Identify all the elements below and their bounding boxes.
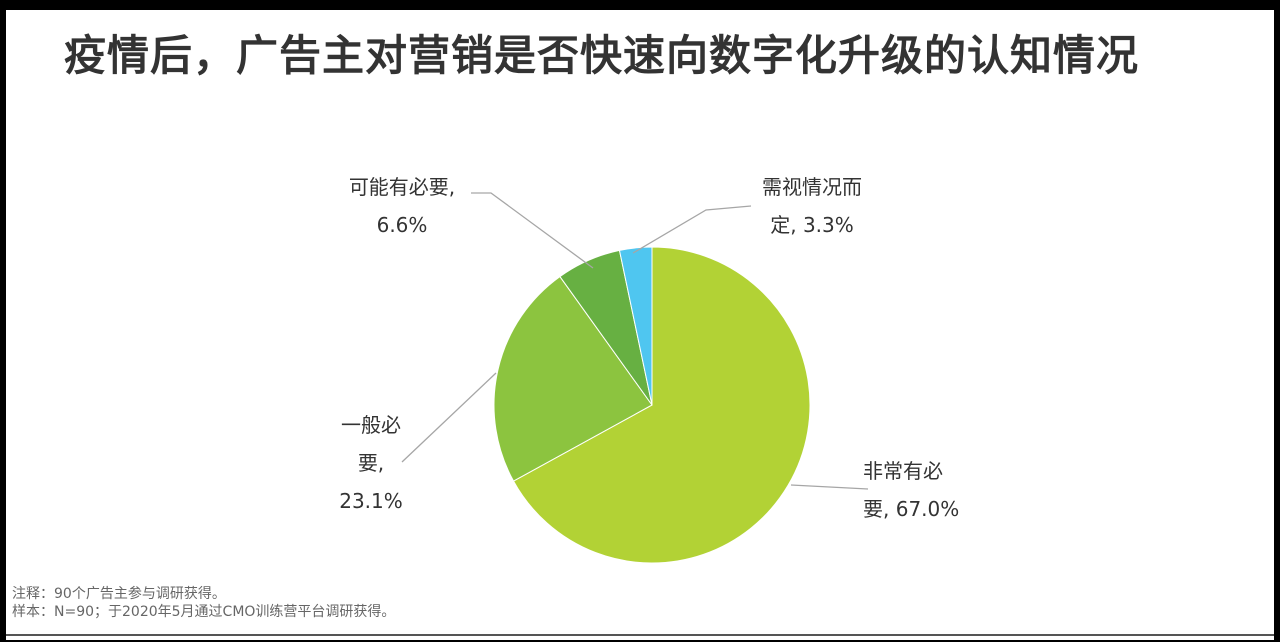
slice-label: 需视情况而定, 3.3% bbox=[762, 175, 862, 237]
slice-label: 一般必要, 23.1% bbox=[339, 413, 403, 513]
slice-label: 非常有必要, 67.0% bbox=[863, 459, 959, 521]
bottom-rule bbox=[6, 634, 1274, 636]
chart-frame: 疫情后，广告主对营销是否快速向数字化升级的认知情况 非常有必要, 67.0% 一般… bbox=[6, 10, 1274, 640]
leader-line bbox=[632, 205, 752, 254]
leader-line bbox=[401, 372, 497, 463]
slice-label: 可能有必要, 6.6% bbox=[349, 175, 455, 237]
sample-text: 样本：N=90；于2020年5月通过CMO训练营平台调研获得。 bbox=[12, 604, 396, 620]
pie-chart: 非常有必要, 67.0% 一般必要, 23.1% 可能有必要, 6.6% 需视情况而定, … bbox=[339, 175, 959, 564]
chart-title: 疫情后，广告主对营销是否快速向数字化升级的认知情况 bbox=[64, 31, 1140, 80]
leader-line bbox=[471, 192, 594, 269]
pie-slice bbox=[493, 275, 653, 482]
note-text: 注释：90个广告主参与调研获得。 bbox=[12, 586, 226, 602]
chart-notes: 注释：90个广告主参与调研获得。 样本：N=90；于2020年5月通过CMO训练… bbox=[12, 585, 395, 621]
pie-slice bbox=[618, 246, 653, 406]
pie-slice bbox=[512, 246, 811, 564]
leader-line bbox=[790, 484, 869, 490]
